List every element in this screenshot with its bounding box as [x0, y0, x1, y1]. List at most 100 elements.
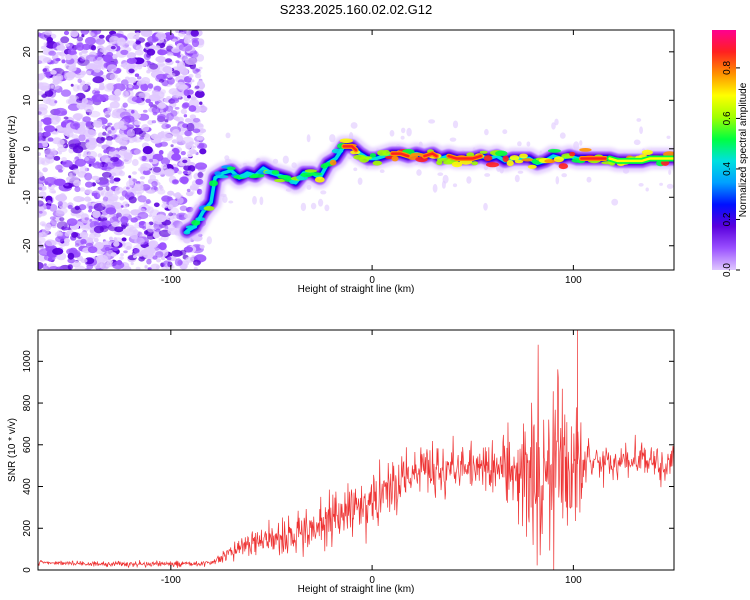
noise-speckle [81, 49, 88, 54]
noise-speckle [428, 119, 436, 124]
noise-speckle [38, 261, 44, 270]
noise-speckle [638, 183, 644, 187]
ridge-blob [308, 172, 323, 176]
noise-speckle [46, 36, 53, 43]
noise-speckle [50, 116, 60, 125]
noise-speckle [121, 237, 127, 242]
noise-speckle [171, 139, 178, 144]
noise-speckle [142, 146, 153, 155]
noise-speckle [449, 137, 457, 142]
noise-speckle [123, 250, 128, 254]
noise-speckle [452, 183, 458, 188]
noise-speckle [186, 170, 193, 175]
noise-speckle [96, 193, 101, 198]
noise-speckle [108, 146, 116, 152]
noise-speckle [153, 202, 160, 208]
noise-speckle [85, 181, 93, 188]
noise-speckle [106, 51, 114, 58]
noise-speckle [56, 45, 66, 51]
noise-speckle [611, 198, 619, 206]
noise-speckle [45, 239, 55, 247]
noise-speckle [189, 50, 199, 59]
noise-speckle [668, 169, 672, 175]
noise-speckle [57, 151, 62, 155]
noise-speckle [42, 67, 50, 75]
noise-speckle [148, 240, 159, 249]
noise-speckle [586, 176, 592, 183]
noise-speckle [135, 32, 140, 36]
noise-speckle [38, 72, 46, 79]
noise-speckle [483, 202, 488, 211]
noise-speckle [101, 154, 109, 163]
noise-speckle [166, 256, 172, 261]
noise-speckle [57, 230, 62, 235]
noise-speckle [181, 136, 194, 145]
noise-speckle [146, 206, 154, 214]
noise-speckle [128, 175, 132, 179]
snr-y-tick-label: 200 [22, 519, 33, 536]
noise-speckle [149, 63, 159, 70]
noise-speckle [177, 197, 184, 205]
noise-speckle [148, 214, 152, 218]
noise-speckle [193, 267, 198, 270]
noise-speckle [131, 158, 139, 167]
noise-speckle [115, 67, 122, 73]
noise-speckle [76, 36, 84, 42]
noise-speckle [170, 144, 174, 148]
noise-speckle [92, 76, 105, 84]
noise-speckle [73, 112, 84, 120]
ridge-blob [558, 163, 568, 170]
noise-speckle [170, 98, 180, 104]
noise-speckle [82, 116, 91, 123]
noise-speckle [176, 135, 184, 142]
noise-speckle [310, 202, 317, 210]
noise-speckle [168, 212, 174, 217]
noise-speckle [192, 128, 201, 134]
ridge-blob [519, 153, 528, 159]
noise-speckle [107, 106, 113, 112]
noise-speckle [61, 59, 66, 64]
noise-speckle [43, 42, 48, 47]
noise-speckle [188, 98, 200, 108]
noise-speckle [120, 205, 124, 208]
noise-speckle [89, 32, 95, 37]
ridge-blob [195, 217, 206, 222]
noise-speckle [116, 77, 121, 83]
noise-speckle [401, 127, 406, 134]
noise-speckle [86, 70, 92, 75]
ridge-blob [479, 150, 488, 154]
noise-speckle [80, 30, 90, 35]
noise-speckle [89, 219, 93, 222]
noise-speckle [141, 155, 147, 161]
noise-speckle [173, 193, 177, 197]
noise-speckle [39, 221, 46, 226]
noise-speckle [42, 117, 53, 125]
noise-speckle [122, 265, 132, 270]
noise-speckle [182, 159, 188, 164]
noise-speckle [165, 69, 172, 74]
noise-speckle [38, 32, 42, 37]
ridge-blob [251, 173, 265, 178]
noise-speckle [198, 123, 204, 128]
noise-speckle [225, 132, 231, 139]
ridge-blob [509, 155, 520, 161]
ridge-blob [331, 148, 344, 154]
noise-speckle [38, 171, 44, 178]
noise-speckle [38, 120, 43, 128]
noise-speckle [103, 83, 115, 92]
noise-speckle [96, 187, 106, 194]
noise-speckle [134, 30, 141, 34]
noise-speckle [192, 150, 197, 154]
colorbar: 0.0 0.2 0.4 0.6 0.8 Normalized spectral ampl… [712, 30, 749, 277]
noise-speckle [61, 157, 67, 162]
spectrogram-y-tick-label: 0 [22, 146, 33, 152]
noise-speckle [105, 140, 113, 146]
spectrogram-y-tick-label: 10 [22, 94, 33, 106]
noise-speckle [69, 172, 73, 177]
snr-series-line [38, 330, 674, 570]
noise-speckle [517, 170, 524, 174]
noise-speckle [389, 130, 395, 137]
noise-speckle [172, 129, 180, 137]
noise-speckle [178, 43, 193, 52]
noise-speckle [87, 198, 92, 202]
